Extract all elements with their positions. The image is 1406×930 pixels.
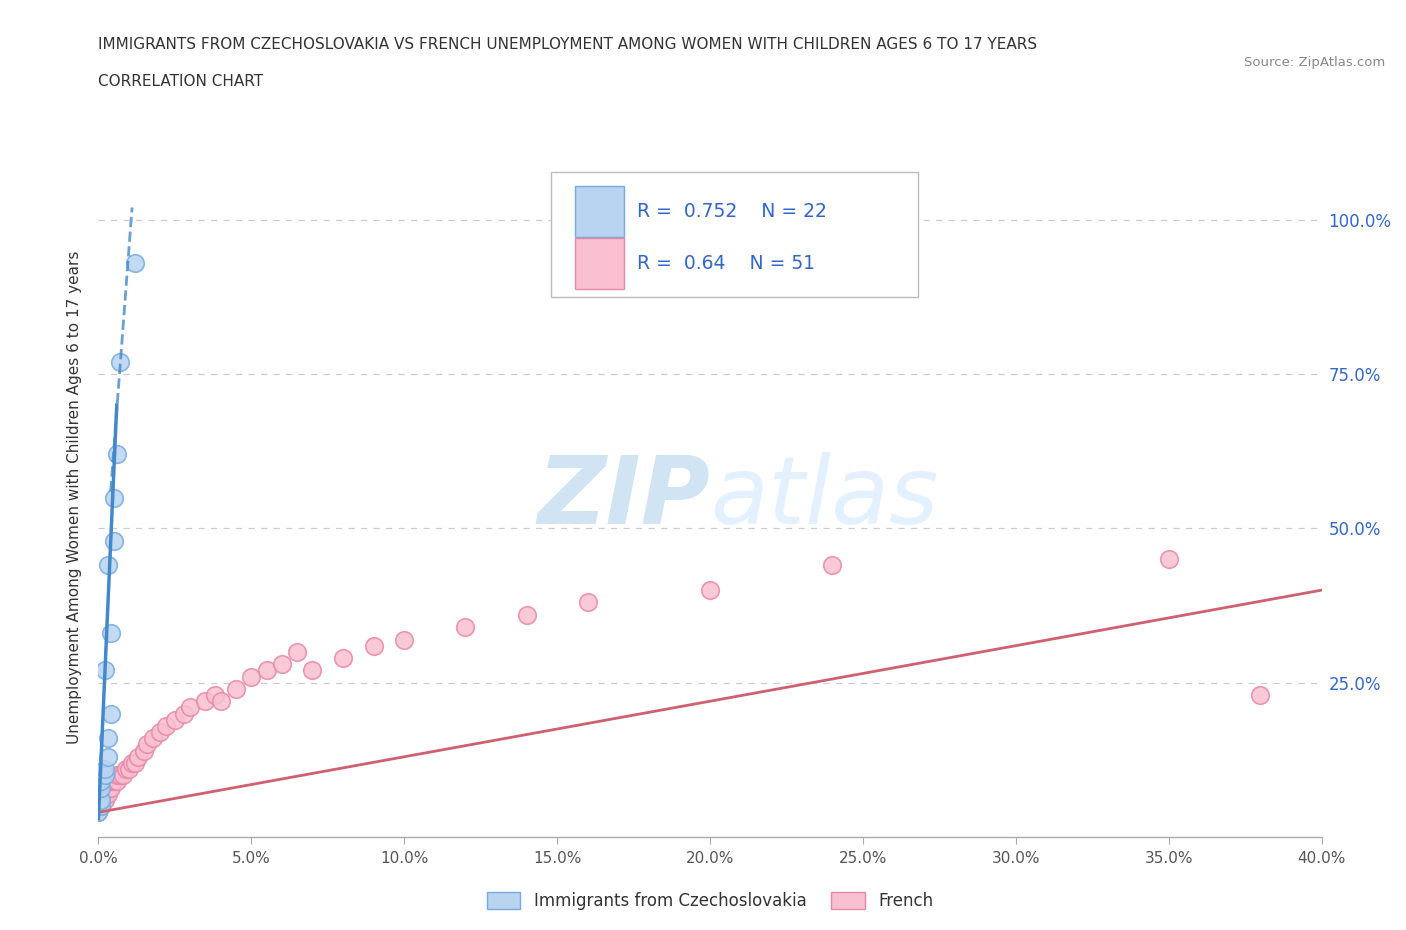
Point (100, 780, 122, 795)
Point (90, 792, 112, 807)
Point (87, 804, 110, 819)
Point (87, 792, 110, 807)
Point (100, 774, 122, 789)
Point (100, 626, 122, 641)
Text: ZIP: ZIP (537, 452, 710, 543)
Point (363, 638, 385, 653)
Point (87, 804, 110, 819)
Point (821, 558, 844, 573)
Point (90, 780, 112, 795)
Point (256, 663, 278, 678)
Point (87, 787, 110, 802)
Point (93, 792, 115, 807)
Point (142, 731, 165, 746)
Point (111, 768, 134, 783)
Point (209, 694, 232, 709)
Point (93, 762, 115, 777)
Text: IMMIGRANTS FROM CZECHOSLOVAKIA VS FRENCH UNEMPLOYMENT AMONG WOMEN WITH CHILDREN : IMMIGRANTS FROM CZECHOSLOVAKIA VS FRENCH… (98, 37, 1038, 52)
Point (97, 750, 120, 764)
Point (1157, 551, 1180, 566)
Point (225, 682, 247, 697)
Point (93, 768, 115, 783)
FancyBboxPatch shape (575, 186, 624, 236)
Point (87, 799, 110, 814)
Point (97, 731, 120, 746)
Point (699, 583, 721, 598)
Point (301, 663, 323, 678)
Point (124, 256, 146, 271)
Point (115, 762, 138, 777)
Point (90, 774, 112, 789)
Point (173, 706, 195, 721)
Point (97, 558, 120, 573)
Point (134, 743, 156, 758)
Point (194, 694, 217, 709)
Point (155, 719, 177, 734)
Point (1249, 687, 1271, 702)
Point (121, 755, 143, 770)
Point (90, 792, 112, 807)
Point (270, 657, 292, 671)
Point (90, 780, 112, 795)
Text: R =  0.752    N = 22: R = 0.752 N = 22 (637, 202, 827, 220)
Text: atlas: atlas (710, 452, 938, 543)
Point (105, 447, 128, 462)
Point (87, 799, 110, 814)
Point (576, 595, 599, 610)
Point (87, 787, 110, 802)
Point (97, 787, 120, 802)
Point (103, 490, 125, 505)
Text: Source: ZipAtlas.com: Source: ZipAtlas.com (1244, 56, 1385, 69)
Point (105, 768, 128, 783)
Point (179, 700, 201, 715)
Point (163, 712, 186, 727)
Point (454, 619, 477, 634)
Y-axis label: Unemployment Among Women with Children Ages 6 to 17 years: Unemployment Among Women with Children A… (67, 251, 83, 744)
Point (90, 787, 112, 802)
Point (240, 669, 263, 684)
Text: R =  0.64    N = 51: R = 0.64 N = 51 (637, 254, 814, 272)
FancyBboxPatch shape (551, 172, 918, 298)
Point (108, 354, 131, 369)
Point (204, 687, 226, 702)
Point (332, 651, 354, 666)
Point (118, 762, 141, 777)
Point (285, 644, 308, 659)
Point (105, 774, 128, 789)
Point (100, 706, 122, 721)
Point (124, 755, 146, 770)
Point (136, 737, 159, 751)
Point (392, 632, 416, 647)
Point (93, 663, 115, 678)
FancyBboxPatch shape (575, 238, 624, 289)
Point (93, 787, 115, 802)
Legend: Immigrants from Czechoslovakia, French: Immigrants from Czechoslovakia, French (481, 885, 939, 917)
Point (149, 724, 172, 739)
Point (87, 792, 110, 807)
Text: CORRELATION CHART: CORRELATION CHART (98, 74, 263, 89)
Point (516, 607, 538, 622)
Point (90, 799, 112, 814)
Point (127, 750, 149, 764)
Point (97, 780, 120, 795)
Point (87, 792, 110, 807)
Point (90, 799, 112, 814)
Point (103, 533, 125, 548)
Point (103, 774, 125, 789)
Point (108, 768, 131, 783)
